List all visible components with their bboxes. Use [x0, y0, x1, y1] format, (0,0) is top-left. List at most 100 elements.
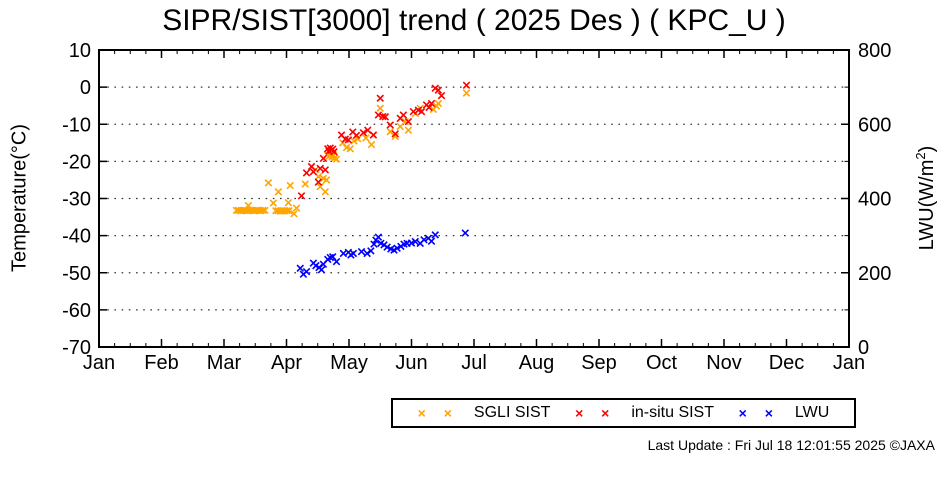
data-point-marker	[386, 121, 395, 129]
data-point-marker	[302, 169, 311, 177]
data-point-marker	[374, 233, 383, 241]
y-left-tick-label: 10	[69, 40, 91, 62]
data-point-marker	[357, 247, 366, 256]
data-point-marker	[374, 111, 383, 119]
data-point-marker	[269, 199, 278, 207]
legend: × × SGLI SIST × × in-situ SIST × × LWU	[391, 398, 856, 428]
data-point-marker	[437, 91, 446, 100]
data-point-marker	[332, 155, 341, 163]
x-tick-label: Dec	[769, 352, 805, 374]
data-point-marker	[391, 130, 400, 138]
data-point-marker	[378, 112, 387, 121]
x-tick-label: Aug	[519, 352, 555, 374]
data-point-marker	[316, 164, 325, 173]
data-point-marker	[462, 89, 471, 97]
x-tick-label: Nov	[706, 352, 742, 374]
data-point-marker	[258, 206, 267, 215]
data-point-marker	[401, 117, 410, 126]
x-tick-label: Sep	[581, 352, 617, 374]
data-point-marker	[309, 168, 318, 176]
x-tick-label: Jul	[461, 352, 487, 374]
y-right-tick-label: 400	[858, 189, 891, 211]
y-right-tick-label: 800	[858, 40, 891, 62]
data-point-marker	[417, 107, 426, 116]
data-point-marker	[350, 137, 358, 145]
data-point-marker	[359, 129, 368, 137]
data-point-marker	[349, 249, 358, 258]
series-in-situ-sist	[297, 81, 471, 200]
data-point-marker	[286, 181, 295, 190]
data-point-marker	[274, 188, 283, 196]
data-point-marker	[411, 237, 420, 246]
y-left-tick-label: 0	[80, 77, 91, 99]
data-point-marker	[283, 206, 291, 215]
legend-label: SGLI SIST	[473, 404, 551, 421]
data-point-marker	[363, 249, 371, 258]
data-point-marker	[284, 198, 293, 207]
y-left-tick-label: -20	[62, 151, 91, 173]
x-tick-label: Jun	[395, 352, 427, 374]
last-update-text: Last Update : Fri Jul 18 12:01:55 2025 ©…	[647, 437, 935, 453]
legend-marker-icon: × ×	[738, 405, 780, 421]
data-point-marker	[285, 206, 293, 215]
series-lwu	[296, 229, 470, 279]
x-tick-label: Mar	[207, 352, 242, 374]
x-tick-label: Apr	[271, 352, 302, 374]
chart-title: SIPR/SIST[3000] trend ( 2025 Des ) ( KPC…	[162, 4, 786, 37]
data-point-marker	[264, 179, 273, 187]
data-point-marker	[404, 126, 413, 134]
data-point-marker	[301, 180, 310, 188]
data-point-marker	[322, 176, 331, 184]
y-left-tick-label: -40	[62, 226, 91, 248]
legend-item-in-situ-sist: × × in-situ SIST	[575, 404, 714, 422]
y-left-tick-label: -50	[62, 263, 91, 285]
legend-marker-icon: × ×	[575, 405, 617, 421]
data-point-marker	[383, 243, 391, 251]
y-right-tick-label: 200	[858, 263, 891, 285]
data-point-marker	[462, 81, 471, 90]
data-point-marker	[332, 257, 341, 266]
data-point-marker	[381, 113, 390, 121]
data-point-marker	[362, 134, 370, 142]
y-left-tick-label: -60	[62, 300, 91, 322]
data-point-marker	[367, 140, 376, 149]
x-tick-label: Jan	[83, 352, 115, 374]
data-point-marker	[461, 229, 470, 237]
y-right-tick-label: 600	[858, 114, 891, 136]
data-point-marker	[425, 103, 433, 112]
data-point-marker	[346, 144, 355, 153]
data-point-marker	[244, 201, 253, 210]
data-point-marker	[297, 192, 306, 200]
x-tick-label: Feb	[144, 352, 178, 374]
data-point-marker	[370, 240, 378, 248]
legend-label: in-situ SIST	[631, 404, 714, 421]
data-point-marker	[317, 266, 326, 274]
data-point-marker	[434, 86, 443, 94]
data-point-marker	[420, 235, 428, 244]
data-point-marker	[427, 237, 436, 245]
data-point-marker	[307, 162, 316, 171]
legend-marker-icon: × ×	[417, 405, 459, 421]
data-point-marker	[427, 99, 436, 108]
data-point-marker	[376, 104, 385, 113]
data-point-marker	[290, 209, 298, 218]
legend-item-sgli-sist: × × SGLI SIST	[418, 404, 551, 422]
data-point-marker	[321, 166, 330, 174]
data-point-marker	[369, 131, 378, 139]
data-point-marker	[367, 247, 375, 255]
legend-item-lwu: × × LWU	[739, 404, 830, 422]
data-point-marker	[434, 99, 443, 108]
y-left-tick-label: -30	[62, 189, 91, 211]
data-point-marker	[292, 204, 301, 212]
data-point-marker	[319, 154, 328, 163]
data-point-marker	[431, 231, 440, 239]
data-point-marker	[302, 267, 311, 276]
data-point-marker	[352, 131, 361, 140]
plot-frame	[98, 49, 850, 348]
data-point-marker	[330, 147, 338, 156]
y-left-tick-label: -10	[62, 114, 91, 136]
data-point-marker	[314, 178, 323, 186]
data-point-marker	[399, 111, 408, 119]
